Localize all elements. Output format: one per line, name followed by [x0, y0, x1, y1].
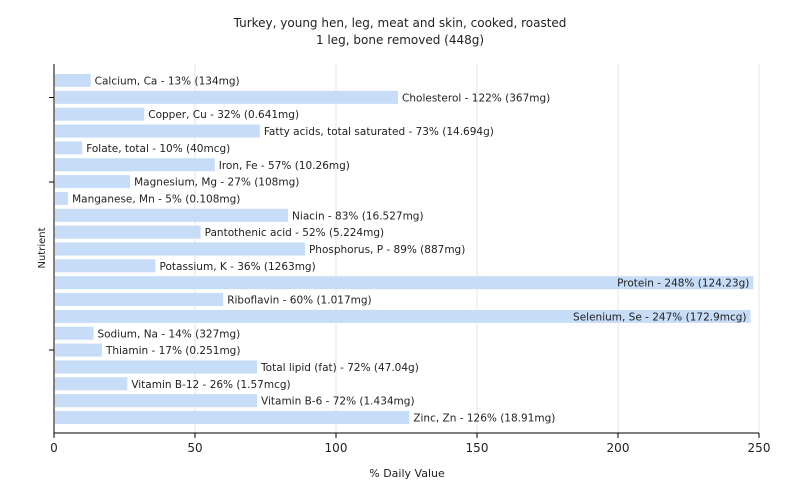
bar [55, 411, 410, 424]
x-tick-label: 200 [607, 441, 630, 455]
bar-label: Fatty acids, total saturated - 73% (14.6… [264, 126, 494, 138]
bar [55, 141, 83, 155]
bar-label: Protein - 248% (124.23g) [617, 278, 749, 290]
bar-label: Cholesterol - 122% (367mg) [402, 92, 550, 104]
bar [55, 343, 102, 357]
bar-label: Total lipid (fat) - 72% (47.04g) [260, 362, 419, 374]
bar [55, 242, 305, 256]
bar-label: Folate, total - 10% (40mcg) [86, 143, 230, 155]
bar-label: Pantothenic acid - 52% (5.224mg) [205, 227, 384, 239]
x-tick-label: 100 [325, 441, 348, 455]
bar [55, 293, 224, 307]
bar [55, 377, 128, 391]
bar-label: Calcium, Ca - 13% (134mg) [95, 76, 240, 88]
x-tick-label: 50 [187, 441, 202, 455]
x-tick-label: 0 [50, 441, 58, 455]
bar [55, 208, 289, 222]
bar [55, 276, 754, 290]
x-tick-label: 150 [466, 441, 489, 455]
bar-label: Vitamin B-12 - 26% (1.57mcg) [131, 379, 290, 391]
bar-label: Copper, Cu - 32% (0.641mg) [148, 109, 299, 121]
y-axis-label: Nutrient [37, 227, 48, 268]
axes: 0 50 100 150 200 250 [49, 64, 770, 455]
bar [55, 225, 201, 239]
bar [55, 326, 94, 340]
bar-label: Manganese, Mn - 5% (0.108mg) [72, 193, 240, 205]
bar-label: Phosphorus, P - 89% (887mg) [309, 244, 465, 256]
bars: Calcium, Ca - 13% (134mg) Cholesterol - 1… [55, 74, 754, 425]
bar-label: Niacin - 83% (16.527mg) [292, 210, 424, 222]
bar [55, 360, 258, 374]
x-axis-label: % Daily Value [369, 467, 445, 480]
bar-label: Zinc, Zn - 126% (18.91mg) [413, 413, 555, 425]
bar-label: Vitamin B-6 - 72% (1.434mg) [261, 396, 415, 408]
chart-subtitle: 1 leg, bone removed (448g) [316, 33, 484, 47]
bar [55, 259, 156, 273]
bar [55, 191, 69, 205]
bar-label: Riboflavin - 60% (1.017mg) [227, 295, 371, 307]
bar [55, 394, 258, 408]
bar-label: Selenium, Se - 247% (172.9mcg) [573, 311, 747, 323]
bar-label: Thiamin - 17% (0.251mg) [105, 345, 241, 357]
bar [55, 124, 260, 138]
bar [55, 309, 751, 323]
bar-label: Potassium, K - 36% (1263mg) [160, 261, 316, 273]
bar [55, 158, 215, 172]
bar-label: Iron, Fe - 57% (10.26mg) [219, 160, 350, 172]
bar [55, 90, 399, 104]
bar [55, 74, 91, 87]
bar [55, 175, 131, 189]
bar [55, 107, 145, 121]
x-tick-label: 250 [748, 441, 771, 455]
bar-label: Sodium, Na - 14% (327mg) [97, 328, 240, 340]
chart-title: Turkey, young hen, leg, meat and skin, c… [233, 16, 567, 30]
bar-label: Magnesium, Mg - 27% (108mg) [134, 177, 299, 189]
